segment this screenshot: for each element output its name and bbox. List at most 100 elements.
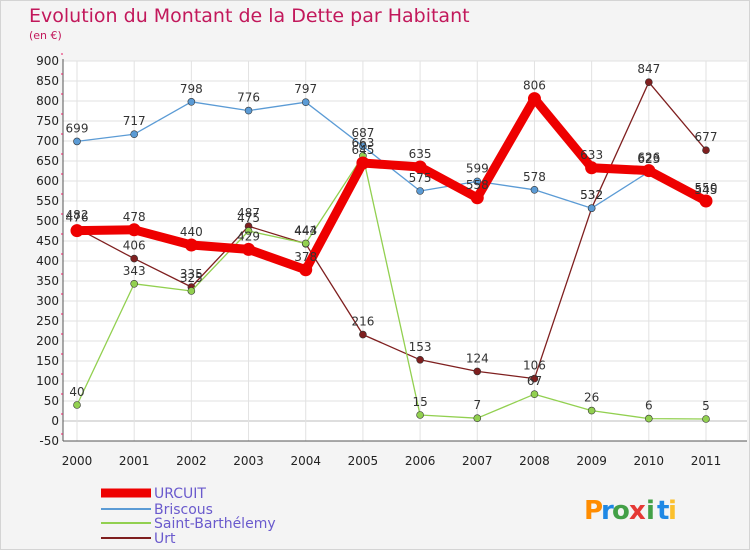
data-point (301, 98, 310, 106)
x-tick-label: 2001 (119, 454, 150, 468)
data-label: 532 (580, 188, 603, 202)
series-line-urcuit (76, 94, 709, 275)
y-tick-label: 600 (36, 174, 59, 188)
data-label: 124 (466, 351, 489, 365)
data-point (702, 146, 710, 154)
x-tick-label: 2006 (405, 454, 436, 468)
y-tick-label: 750 (36, 114, 59, 128)
logo-letter: x (629, 496, 646, 526)
data-point (242, 242, 256, 256)
data-label: 443 (294, 224, 317, 238)
x-tick-label: 2004 (290, 454, 321, 468)
data-label: 40 (69, 385, 84, 399)
x-tick-label: 2008 (519, 454, 550, 468)
y-tick-label: 150 (36, 354, 59, 368)
data-label: 440 (180, 225, 203, 239)
data-label: 478 (123, 210, 146, 224)
data-point (587, 204, 596, 212)
y-tick-label: 550 (36, 194, 59, 208)
data-point (244, 106, 253, 115)
data-point (356, 156, 370, 170)
data-point (187, 287, 196, 295)
data-point (73, 401, 81, 409)
data-label: 623 (637, 152, 660, 166)
chart-title: Evolution du Montant de la Dette par Hab… (29, 5, 470, 27)
x-tick-label: 2011 (691, 454, 722, 468)
y-tick-label: -50 (39, 434, 59, 448)
series-line-saint-barthélemy (76, 155, 707, 420)
data-point (130, 254, 138, 263)
data-point (359, 142, 367, 150)
y-tick-label: 100 (36, 374, 59, 388)
data-point (530, 186, 539, 194)
data-label: 26 (584, 391, 599, 405)
y-tick-label: 700 (36, 134, 59, 148)
y-tick-label: 850 (36, 74, 59, 88)
legend-label: Urt (154, 531, 176, 547)
x-tick-label: 2007 (462, 454, 493, 468)
x-tick-label: 2009 (576, 454, 607, 468)
data-label: 153 (409, 340, 432, 354)
y-tick-label: 300 (36, 294, 59, 308)
data-point (127, 223, 141, 237)
x-tick-label: 2000 (62, 454, 93, 468)
data-label: 532 (580, 188, 603, 202)
data-point (130, 279, 138, 288)
data-label: 699 (66, 121, 89, 135)
data-label: 633 (580, 148, 603, 162)
data-point (299, 263, 313, 277)
data-label: 578 (523, 170, 546, 184)
y-tick-label: 350 (36, 274, 59, 288)
data-label: 406 (123, 239, 146, 253)
y-tick-label: 650 (36, 154, 59, 168)
data-label: 5 (702, 399, 710, 413)
data-label: 550 (695, 181, 718, 195)
data-point (130, 130, 138, 138)
data-label: 482 (66, 208, 89, 222)
y-tick-label: 400 (36, 254, 59, 268)
data-label: 67 (527, 374, 542, 388)
logo-letter: o (612, 496, 630, 526)
data-label: 575 (409, 171, 432, 185)
data-label: 626 (637, 151, 660, 165)
data-label: 487 (237, 206, 260, 220)
data-point (645, 78, 653, 86)
data-label: 599 (466, 161, 489, 175)
data-label: 677 (695, 130, 718, 144)
data-point (587, 406, 596, 415)
data-label: 325 (180, 271, 203, 285)
data-label: 687 (351, 126, 374, 140)
data-point (416, 355, 424, 364)
data-label: 476 (66, 211, 89, 225)
data-label: 335 (180, 267, 203, 281)
data-label: 847 (637, 62, 660, 76)
legend-label: Briscous (154, 502, 213, 518)
data-label: 216 (351, 315, 374, 329)
data-label: 444 (294, 223, 317, 237)
x-tick-label: 2002 (176, 454, 207, 468)
data-point (645, 414, 653, 423)
data-point (184, 238, 198, 252)
data-label: 475 (237, 211, 260, 225)
data-point (699, 194, 713, 208)
data-label: 806 (523, 79, 546, 93)
data-point (473, 177, 482, 186)
data-point (187, 98, 196, 106)
chart-subtitle: (en €) (29, 29, 62, 42)
data-point (527, 92, 541, 106)
data-label: 343 (123, 264, 146, 278)
data-point (530, 390, 539, 399)
data-point (470, 191, 484, 205)
data-point (73, 137, 81, 146)
proxiti-logo: Pro x i ti (584, 496, 677, 526)
y-tick-label: 50 (44, 394, 59, 408)
data-point (416, 411, 424, 419)
legend-label: URCUIT (154, 486, 206, 502)
data-point (301, 239, 310, 248)
x-tick-label: 2003 (233, 454, 264, 468)
legend-label: Saint-Barthélemy (154, 516, 276, 532)
data-point (70, 224, 84, 238)
y-tick-label: 450 (36, 234, 59, 248)
